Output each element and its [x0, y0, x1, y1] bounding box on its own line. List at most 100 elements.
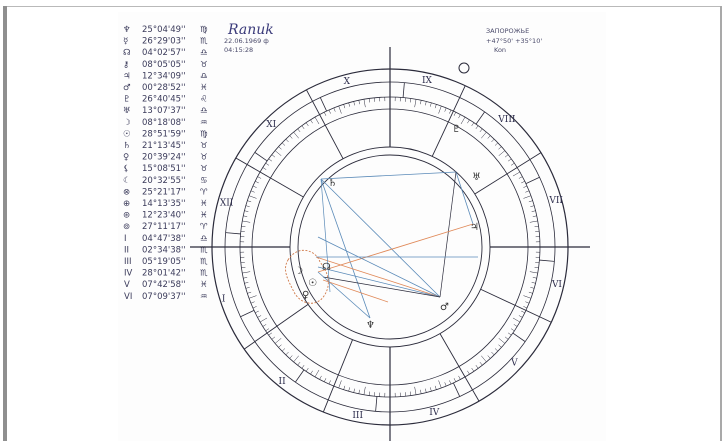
degree-tick — [368, 98, 370, 103]
degree-tick — [494, 348, 499, 352]
house-roman-label: II — [279, 377, 287, 387]
degree-tick — [523, 185, 528, 188]
degree-tick — [525, 190, 530, 193]
degree-tick — [491, 138, 495, 143]
pluto-glyph: ♇ — [452, 124, 461, 135]
degree-tick — [358, 389, 360, 394]
house-roman-label: IV — [429, 408, 440, 418]
house-roman-label: III — [352, 411, 363, 421]
jupiter-icon: ♃ — [123, 71, 131, 81]
degree-tick — [513, 324, 518, 327]
degree-tick — [530, 287, 535, 289]
house-cusp-value: 02°34'38'' — [142, 245, 186, 255]
degree-tick — [255, 310, 259, 313]
sun-glyph: ☉ — [308, 278, 317, 289]
degree-tick — [278, 344, 282, 348]
planet-sign-glyph: ♉ — [200, 153, 208, 163]
degree-tick — [293, 131, 299, 139]
fortune-icon: ⊗ — [123, 187, 130, 197]
selena-icon: ☾ — [123, 176, 131, 186]
degree-tick — [343, 385, 346, 390]
house-cusp-line — [439, 333, 480, 402]
degree-tick — [438, 380, 442, 389]
planet-position-value: 04°02'57'' — [142, 48, 186, 58]
planet-sign-glyph: ♍ — [200, 129, 208, 139]
neptune-icon: ♆ — [123, 25, 131, 35]
degree-tick — [363, 386, 366, 395]
part-icon: ⊛ — [123, 211, 130, 221]
degree-tick — [475, 364, 479, 369]
venus-icon: ♀ — [123, 153, 129, 163]
degree-tick — [521, 310, 525, 313]
planet-position-value: 20°39'24'' — [142, 153, 186, 163]
degree-tick — [242, 220, 251, 223]
aspect-ring — [297, 154, 483, 340]
sign-divider — [254, 152, 268, 162]
house-cusp-value: 07°09'37'' — [142, 292, 186, 302]
degree-tick — [274, 338, 282, 344]
degree-tick — [262, 167, 267, 170]
house-roman-label: X — [344, 77, 351, 87]
house-sign-glyph: ♒ — [200, 292, 208, 302]
planet-position-value: 21°13'45'' — [142, 141, 186, 151]
planet-position-value: 20°32'55'' — [142, 176, 186, 186]
degree-tick — [314, 116, 320, 125]
point-icon: ⊚ — [123, 222, 130, 232]
planet-position-value: 14°13'35'' — [142, 199, 186, 209]
degree-tick — [434, 104, 437, 109]
degree-tick — [487, 355, 491, 359]
house-cusp-line — [431, 85, 466, 157]
degree-tick — [245, 287, 250, 289]
degree-tick — [481, 355, 487, 363]
aspect-line — [439, 171, 457, 298]
degree-tick — [449, 109, 452, 114]
house-roman-label: VI — [551, 280, 562, 290]
stellium-outline — [285, 249, 329, 304]
venus-glyph: ♀ — [302, 290, 309, 301]
degree-tick — [532, 215, 537, 217]
degree-tick — [285, 138, 289, 143]
degree-tick — [481, 131, 487, 139]
degree-tick — [328, 380, 331, 385]
house-cusp-line — [243, 303, 309, 350]
planet-position-value: 27°11'17'' — [142, 222, 186, 232]
house-number-label: VI — [124, 292, 132, 302]
aspect-line — [320, 178, 371, 319]
degree-tick — [434, 385, 437, 390]
degree-tick — [498, 344, 502, 348]
aspect-line — [322, 279, 389, 303]
degree-tick — [343, 104, 346, 109]
planet-sign-glyph: ♉ — [200, 141, 208, 151]
degree-tick — [265, 162, 270, 166]
degree-tick — [487, 135, 491, 139]
natal-chart-page: Ranuk 22.06.1969 ф 04:15:28 ЗАПОРОЖЬЕ +4… — [118, 12, 606, 441]
degree-tick — [289, 135, 293, 139]
degree-tick — [358, 100, 360, 105]
aspect-line — [315, 256, 441, 298]
degree-tick — [241, 225, 246, 227]
house-cusp-line — [235, 157, 304, 198]
sign-divider — [240, 310, 255, 318]
degree-tick — [368, 391, 370, 396]
degree-tick — [453, 112, 456, 116]
degree-tick — [471, 122, 475, 127]
planet-sign-glyph: ♉ — [200, 60, 208, 70]
degree-tick — [523, 295, 532, 299]
planet-sign-glyph: ♓ — [200, 211, 208, 221]
house-roman-label: XI — [266, 120, 276, 130]
chiron-marker — [458, 62, 470, 74]
degree-tick — [531, 282, 536, 284]
house-cusp-line — [480, 288, 552, 323]
planet-sign-glyph: ♏ — [200, 37, 208, 47]
aspect-line — [317, 223, 474, 273]
degree-tick — [281, 348, 286, 352]
degree-tick — [247, 200, 252, 203]
degree-tick — [268, 332, 273, 336]
sign-divider — [475, 111, 485, 125]
degree-tick — [301, 125, 305, 130]
vertex-icon: ⊕ — [123, 199, 130, 209]
saturn-glyph: ♄ — [328, 178, 337, 189]
signature: Ranuk — [227, 22, 274, 38]
